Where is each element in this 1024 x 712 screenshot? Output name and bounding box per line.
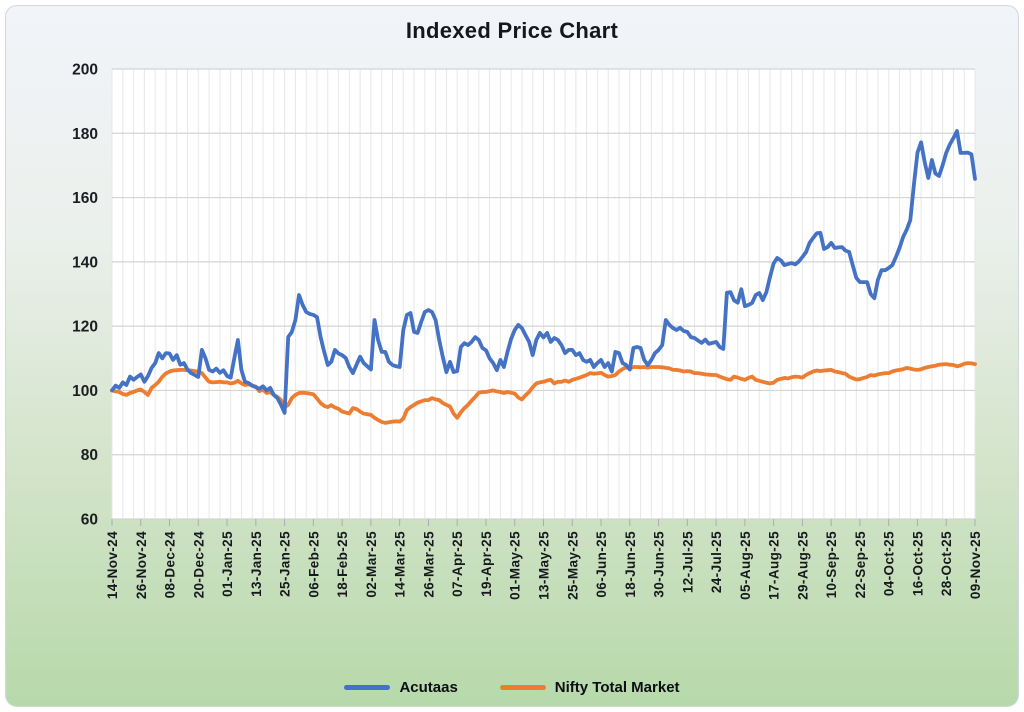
- x-axis-label: 13-Jan-25: [249, 531, 264, 597]
- x-axis-label: 13-May-25: [537, 531, 552, 600]
- x-axis-label: 08-Dec-24: [163, 531, 178, 598]
- x-axis-label: 04-Oct-25: [882, 531, 897, 596]
- x-axis-label: 25-Jan-25: [278, 531, 293, 597]
- legend-label-acutaas: Acutaas: [399, 679, 458, 696]
- y-axis-label: 180: [72, 126, 98, 143]
- x-axis-label: 24-Jul-25: [709, 531, 724, 593]
- x-axis-label: 19-Apr-25: [479, 531, 494, 597]
- x-axis-label: 14-Nov-24: [105, 531, 120, 599]
- chart-legend: Acutaas Nifty Total Market: [0, 679, 1024, 696]
- x-axis-label: 06-Feb-25: [306, 531, 321, 598]
- legend-item-acutaas: Acutaas: [344, 679, 458, 696]
- x-axis-label: 26-Mar-25: [421, 531, 436, 598]
- x-axis-label: 09-Nov-25: [968, 531, 983, 599]
- x-axis-label: 25-May-25: [565, 531, 580, 600]
- y-axis-label: 140: [72, 254, 98, 271]
- y-axis-label: 120: [72, 319, 98, 336]
- x-axis-label: 12-Jul-25: [680, 531, 695, 593]
- x-axis-label: 10-Sep-25: [824, 531, 839, 598]
- nifty-total-market-line-swatch: [499, 685, 546, 690]
- x-axis-label: 05-Aug-25: [738, 531, 753, 600]
- x-axis-label: 28-Oct-25: [939, 531, 954, 596]
- x-axis-label: 26-Nov-24: [134, 531, 149, 599]
- y-axis-label: 80: [81, 447, 98, 464]
- x-axis-label: 22-Sep-25: [853, 531, 868, 598]
- chart-title: Indexed Price Chart: [405, 18, 619, 43]
- acutaas-line: [110, 129, 977, 415]
- legend-label-nifty-total-market: Nifty Total Market: [554, 679, 680, 696]
- x-axis-label: 30-Jun-25: [652, 531, 667, 598]
- x-axis-label: 01-May-25: [508, 531, 523, 600]
- x-axis-label: 20-Dec-24: [191, 531, 206, 598]
- x-axis-label: 06-Jun-25: [594, 531, 609, 598]
- x-axis-label: 17-Aug-25: [767, 531, 782, 600]
- y-axis-label: 60: [81, 512, 98, 529]
- y-axis-label: 200: [72, 62, 98, 79]
- x-axis-label: 01-Jan-25: [220, 531, 235, 597]
- x-axis-label: 14-Mar-25: [393, 531, 408, 598]
- x-axis-label: 02-Mar-25: [364, 531, 379, 598]
- x-axis-label: 29-Aug-25: [795, 531, 810, 600]
- x-axis-label: 18-Jun-25: [623, 531, 638, 598]
- legend-item-nifty-total-market: Nifty Total Market: [499, 679, 680, 696]
- x-axis-label: 16-Oct-25: [910, 531, 925, 596]
- x-axis-label: 18-Feb-25: [335, 531, 350, 598]
- y-axis-label: 160: [72, 190, 98, 207]
- y-axis-label: 100: [72, 383, 98, 400]
- x-axis-label: 07-Apr-25: [450, 531, 465, 597]
- acutaas-line-swatch: [344, 685, 391, 690]
